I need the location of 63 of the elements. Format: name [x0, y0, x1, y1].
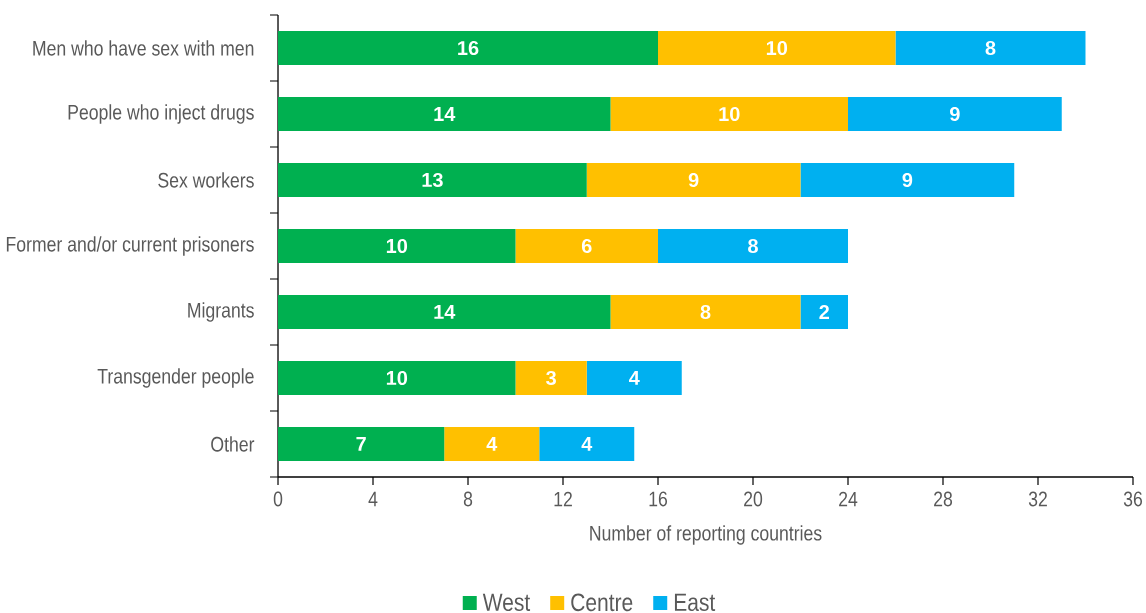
- data-label: 4: [486, 437, 498, 451]
- x-tick-label: 8: [463, 491, 473, 507]
- legend-label: Centre: [571, 593, 633, 612]
- x-tick-label: 36: [1123, 491, 1143, 507]
- data-label: 10: [386, 370, 408, 386]
- y-tick-label: Men who have sex with men: [33, 40, 254, 56]
- bar: [278, 97, 611, 131]
- data-label: 9: [950, 106, 960, 122]
- data-label: 3: [546, 370, 556, 386]
- y-tick-label: Other: [211, 436, 255, 452]
- x-tick-label: 24: [839, 491, 858, 507]
- bar: [444, 427, 540, 461]
- data-label: 9: [688, 172, 699, 188]
- legend-label: West: [482, 593, 531, 612]
- data-label: 4: [581, 437, 593, 451]
- data-label: 13: [422, 172, 443, 188]
- data-label: 4: [628, 371, 640, 385]
- data-label: 8: [700, 304, 711, 320]
- x-tick-label: 12: [554, 491, 572, 507]
- data-label: 2: [819, 305, 830, 319]
- bar: [278, 361, 516, 395]
- x-tick-label: 4: [368, 491, 378, 507]
- bar: [515, 361, 587, 395]
- bar: [278, 31, 658, 65]
- data-label: 16: [458, 40, 479, 56]
- bar: [515, 229, 658, 263]
- y-tick-label: People who inject drugs: [68, 104, 254, 124]
- bar: [586, 361, 682, 395]
- bar: [278, 295, 611, 329]
- x-tick-label: 20: [744, 491, 763, 507]
- bar: [278, 229, 516, 263]
- y-tick-label: Migrants: [188, 302, 254, 322]
- bar: [610, 295, 801, 329]
- bar: [539, 427, 635, 461]
- bar: [278, 427, 445, 461]
- x-tick-label: 16: [649, 491, 668, 507]
- x-tick-label: 32: [1028, 491, 1047, 507]
- data-label: 14: [434, 107, 456, 121]
- data-label: 10: [386, 238, 408, 254]
- bar: [658, 229, 848, 263]
- bar: [658, 31, 896, 65]
- data-label: 7: [356, 437, 366, 451]
- bar: [278, 163, 587, 197]
- y-tick-label: Former and/or current prisoners: [6, 236, 254, 256]
- y-tick-label: Sex workers: [158, 172, 254, 188]
- data-label: 10: [719, 106, 740, 122]
- data-label: 9: [902, 172, 913, 188]
- bar: [800, 295, 848, 329]
- x-tick-label: 28: [934, 491, 953, 507]
- x-tick-label: 0: [273, 491, 283, 507]
- bar: [800, 163, 1015, 197]
- bar: [586, 163, 801, 197]
- legend-label: East: [674, 593, 716, 612]
- data-label: 6: [581, 238, 592, 254]
- data-label: 10: [766, 40, 788, 56]
- bar: [610, 97, 848, 131]
- bar: [848, 97, 1062, 131]
- data-label: 8: [985, 40, 996, 56]
- data-label: 14: [434, 305, 456, 319]
- data-label: 8: [748, 238, 758, 254]
- x-axis-title: Number of reporting countries: [590, 525, 822, 545]
- y-tick-label: Transgender people: [97, 368, 254, 388]
- bar: [895, 31, 1086, 65]
